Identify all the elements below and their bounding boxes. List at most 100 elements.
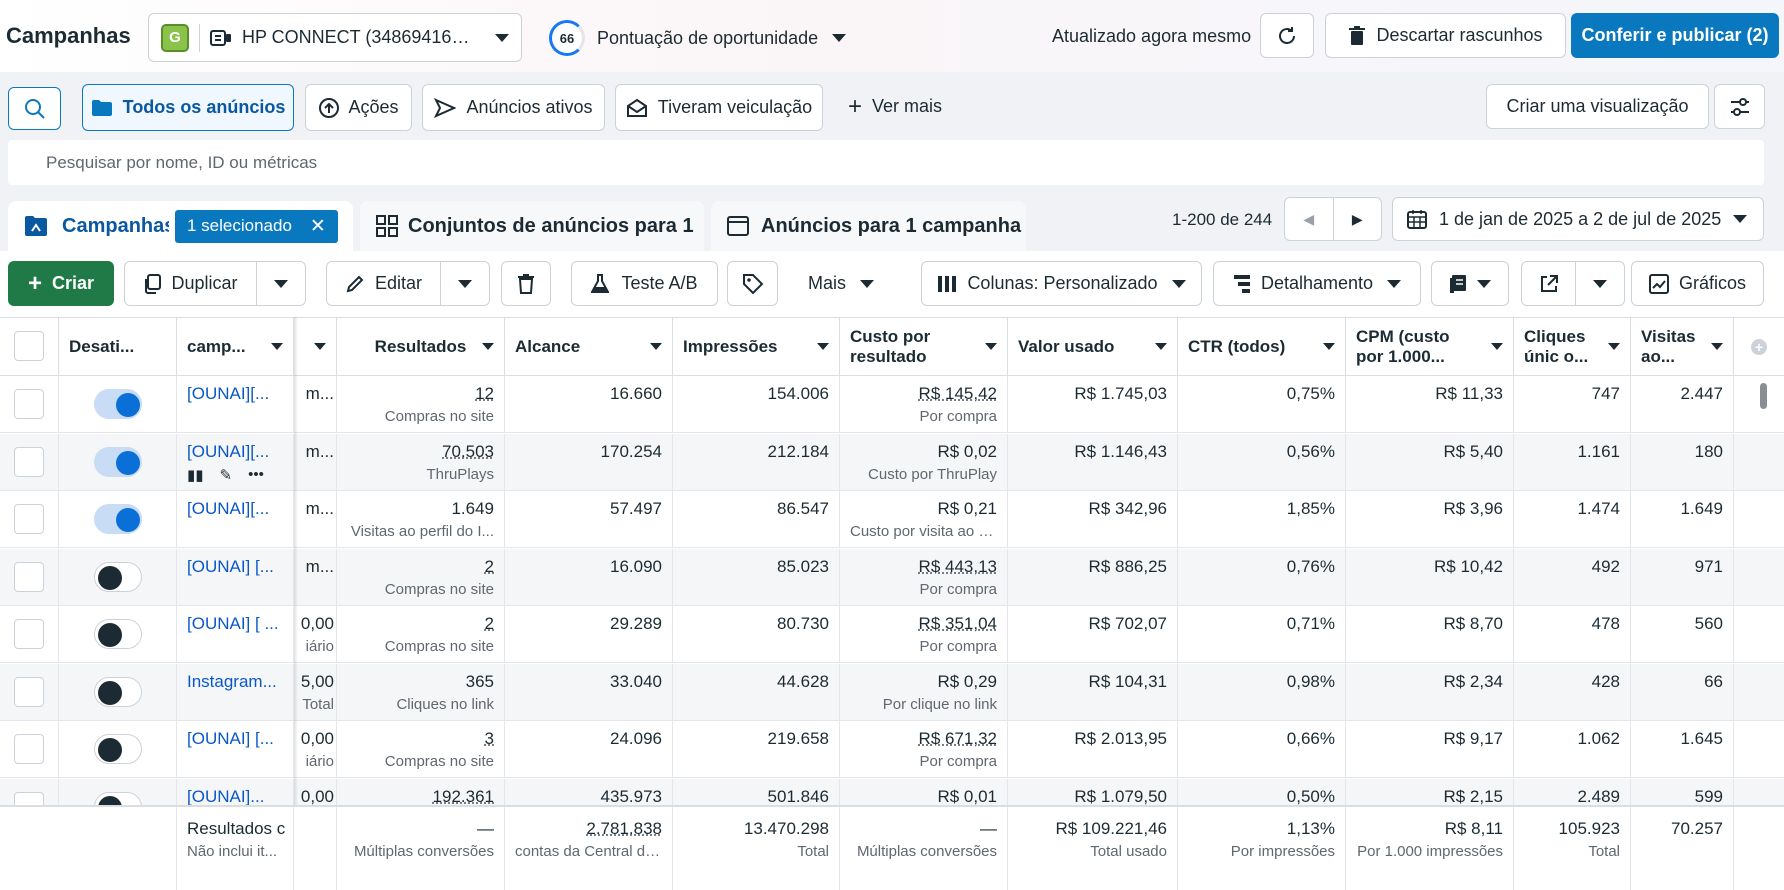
filter-active-ads[interactable]: Anúncios ativos <box>422 84 605 131</box>
row-checkbox[interactable] <box>14 447 44 477</box>
export-button[interactable] <box>1522 262 1576 305</box>
table-row[interactable]: [OUNAI] [ ... 0,00 iário 2 Compras no site 29… <box>0 606 1784 663</box>
filter-delivered[interactable]: Tiveram veiculação <box>615 84 823 131</box>
table-row[interactable]: [OUNAI][... ▮▮ ✎ ••• m... 70.503 ThruPlays 170.… <box>0 434 1784 491</box>
vertical-scrollbar[interactable] <box>1760 383 1767 409</box>
campaign-name-link[interactable]: [OUNAI][... <box>187 442 283 462</box>
account-selector[interactable]: G HP CONNECT (3486941688... <box>148 13 522 62</box>
table-row[interactable]: [OUNAI] [... m... 2 Compras no site 16.090 85… <box>0 549 1784 606</box>
columns-button[interactable]: Colunas: Personalizado <box>921 261 1202 306</box>
duplicate-dropdown[interactable] <box>257 280 305 288</box>
charts-button[interactable]: Gráficos <box>1631 261 1764 306</box>
cpr-sub: Custo por visita ao p... <box>850 523 997 540</box>
totals-row: Resultados c Não inclui it... — Múltiplas… <box>0 805 1784 890</box>
campaign-toggle[interactable] <box>94 734 142 764</box>
campaign-name-link[interactable]: [OUNAI]... <box>187 787 283 807</box>
more-icon[interactable]: ••• <box>248 466 264 484</box>
campaign-toggle[interactable] <box>94 677 142 707</box>
campaign-name-link[interactable]: [OUNAI][... <box>187 499 283 519</box>
campaign-name-link[interactable]: [OUNAI][... <box>187 384 283 404</box>
edit-button[interactable]: Editar <box>327 262 441 305</box>
tab-adsets[interactable]: Conjuntos de anúncios para 1 <box>360 201 704 251</box>
column-header-impressions[interactable]: Impressões <box>673 318 840 376</box>
column-header-spent[interactable]: Valor usado <box>1008 318 1178 376</box>
budget-value: m... <box>296 442 334 462</box>
more-menu[interactable]: Mais <box>808 273 874 294</box>
table-row[interactable]: [OUNAI] [... 0,00 iário 3 Compras no site 24.… <box>0 721 1784 778</box>
pencil-icon[interactable]: ✎ <box>220 466 233 484</box>
cpr-sub: Por compra <box>850 581 997 598</box>
campaign-name-link[interactable]: Instagram... <box>187 672 283 692</box>
campaign-toggle[interactable] <box>94 562 142 592</box>
close-icon[interactable]: ✕ <box>310 215 326 238</box>
next-page-icon[interactable]: ▶ <box>1334 198 1382 240</box>
column-header-ctr[interactable]: CTR (todos) <box>1178 318 1346 376</box>
filter-actions[interactable]: Ações <box>305 84 412 131</box>
review-publish-button[interactable]: Conferir e publicar (2) <box>1571 13 1779 58</box>
settings-sliders-button[interactable] <box>1714 84 1765 129</box>
campaign-name-cell: Instagram... <box>177 664 294 721</box>
row-checkbox[interactable] <box>14 677 44 707</box>
tab-campaigns[interactable]: Campanhas 1 selecionado ✕ <box>8 201 353 251</box>
budget-value: 5,00 <box>296 672 334 692</box>
campaign-toggle[interactable] <box>94 447 142 477</box>
date-range-picker[interactable]: 1 de jan de 2025 a 2 de jul de 2025 <box>1392 197 1764 241</box>
breakdown-button[interactable]: Detalhamento <box>1213 261 1421 306</box>
reports-icon <box>1449 274 1469 294</box>
spent-cell: R$ 2.013,95 <box>1008 721 1178 778</box>
campaign-toggle[interactable] <box>94 389 142 419</box>
discard-drafts-button[interactable]: Descartar rascunhos <box>1325 13 1566 58</box>
row-checkbox[interactable] <box>14 619 44 649</box>
reach-cell: 16.090 <box>505 549 673 606</box>
row-checkbox[interactable] <box>14 389 44 419</box>
campaign-toggle[interactable] <box>94 504 142 534</box>
see-more-filters[interactable]: + Ver mais <box>848 96 942 117</box>
table-row[interactable]: Instagram... 5,00 Total 365 Cliques no link 3… <box>0 664 1784 721</box>
export-dropdown[interactable] <box>1576 280 1624 288</box>
campaign-name-link[interactable]: [OUNAI] [... <box>187 729 283 749</box>
campaign-toggle[interactable] <box>94 619 142 649</box>
visits-value: 1.645 <box>1641 729 1723 749</box>
create-view-button[interactable]: Criar uma visualização <box>1486 84 1709 129</box>
row-checkbox[interactable] <box>14 504 44 534</box>
impressions-value: 212.184 <box>683 442 829 462</box>
delete-button[interactable] <box>501 261 551 306</box>
campaign-name-link[interactable]: [OUNAI] [ ... <box>187 614 283 634</box>
column-header-cpm[interactable]: CPM (custo por 1.000... <box>1346 318 1514 376</box>
bar-chart-icon[interactable]: ▮▮ <box>187 466 204 484</box>
select-all-checkbox[interactable] <box>14 331 44 361</box>
visits-value: 1.649 <box>1641 499 1723 519</box>
reach-value: 16.660 <box>515 384 662 404</box>
table-row[interactable]: [OUNAI][... m... 1.649 Visitas ao perfil do… <box>0 491 1784 548</box>
column-header-cost-per-result[interactable]: Custo por resultado <box>840 318 1008 376</box>
tag-button[interactable] <box>727 261 778 306</box>
table-row[interactable]: [OUNAI][... m... 12 Compras no site 16.660 15… <box>0 376 1784 433</box>
create-button[interactable]: + Criar <box>8 261 114 306</box>
column-header-budget[interactable] <box>294 318 337 376</box>
impressions-cell: 212.184 <box>673 434 840 491</box>
add-column-header[interactable]: + <box>1734 318 1784 376</box>
reports-button[interactable] <box>1431 261 1509 306</box>
search-toggle-button[interactable] <box>8 87 61 130</box>
row-checkbox[interactable] <box>14 734 44 764</box>
column-header-campaign[interactable]: camp... <box>177 318 294 376</box>
campaign-name-link[interactable]: [OUNAI] [... <box>187 557 283 577</box>
ab-test-button[interactable]: Teste A/B <box>571 261 718 306</box>
prev-page-icon[interactable]: ◀ <box>1285 198 1334 240</box>
search-input[interactable]: Pesquisar por nome, ID ou métricas <box>8 140 1764 185</box>
column-header-clicks[interactable]: Cliques únic o... <box>1514 318 1631 376</box>
column-header-visits[interactable]: Visitas ao... <box>1631 318 1734 376</box>
tab-ads[interactable]: Anúncios para 1 campanha <box>711 201 1026 251</box>
duplicate-button[interactable]: Duplicar <box>125 262 257 305</box>
column-header-reach[interactable]: Alcance <box>505 318 673 376</box>
totals-label-cell: Resultados c Não inclui it... <box>177 807 294 890</box>
column-header-results[interactable]: Resultados <box>337 318 505 376</box>
row-checkbox[interactable] <box>14 562 44 592</box>
refresh-button[interactable] <box>1260 13 1314 58</box>
edit-dropdown[interactable] <box>441 280 489 288</box>
budget-value: 0,00 <box>296 614 334 634</box>
totals-label-sub: Não inclui it... <box>187 843 283 860</box>
column-header-off[interactable]: Desati... <box>59 318 177 376</box>
filter-all-ads[interactable]: Todos os anúncios <box>82 84 294 131</box>
opportunity-score[interactable]: 66 Pontuação de oportunidade <box>549 20 846 56</box>
